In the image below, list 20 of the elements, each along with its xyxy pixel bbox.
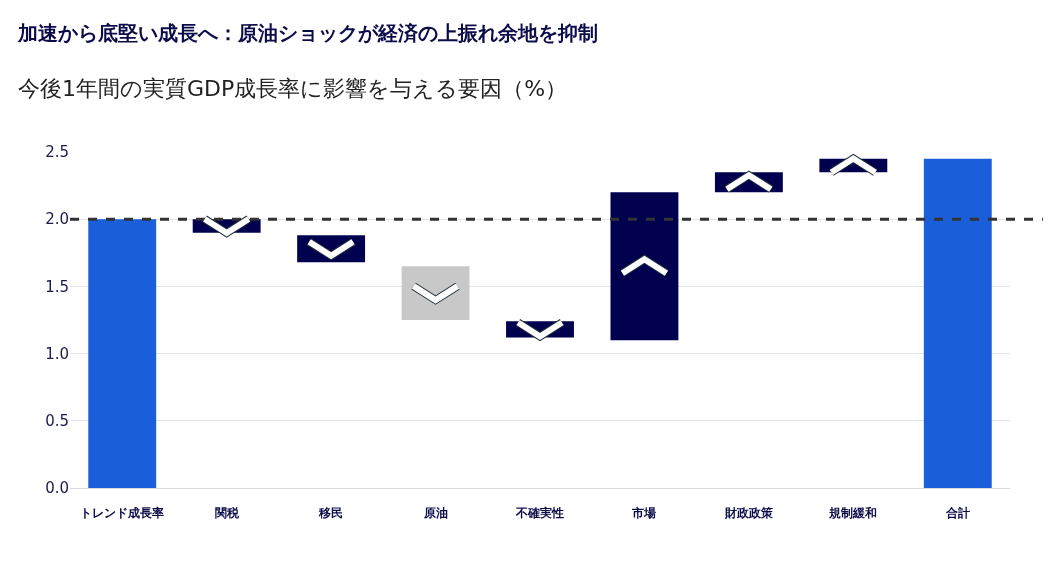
- y-tick-label: 1.5: [45, 277, 69, 296]
- y-tick-label: 2.5: [45, 143, 69, 162]
- y-tick-label: 0.0: [45, 479, 69, 498]
- x-tick-label: 規制緩和: [828, 506, 878, 521]
- x-tick-label: 不確実性: [515, 506, 564, 521]
- x-tick-label: 原油: [422, 506, 448, 521]
- x-tick-label: 合計: [944, 506, 970, 521]
- bar: [610, 192, 679, 341]
- x-tick-label: 移民: [318, 506, 344, 521]
- bar: [88, 219, 157, 488]
- chart-subtitle: 今後1年間の実質GDP成長率に影響を与える要因（%）: [18, 75, 568, 103]
- y-tick-label: 2.0: [45, 210, 69, 229]
- x-tick-label: 関税: [214, 506, 240, 521]
- bar: [923, 158, 992, 488]
- x-tick-label: 財政政策: [723, 506, 774, 521]
- y-tick-label: 0.5: [45, 412, 69, 431]
- x-tick-label: トレンド成長率: [80, 506, 165, 521]
- y-tick-label: 1.0: [45, 344, 69, 363]
- x-tick-label: 市場: [631, 506, 657, 521]
- chart-title: 加速から底堅い成長へ：原油ショックが経済の上振れ余地を抑制: [18, 20, 598, 47]
